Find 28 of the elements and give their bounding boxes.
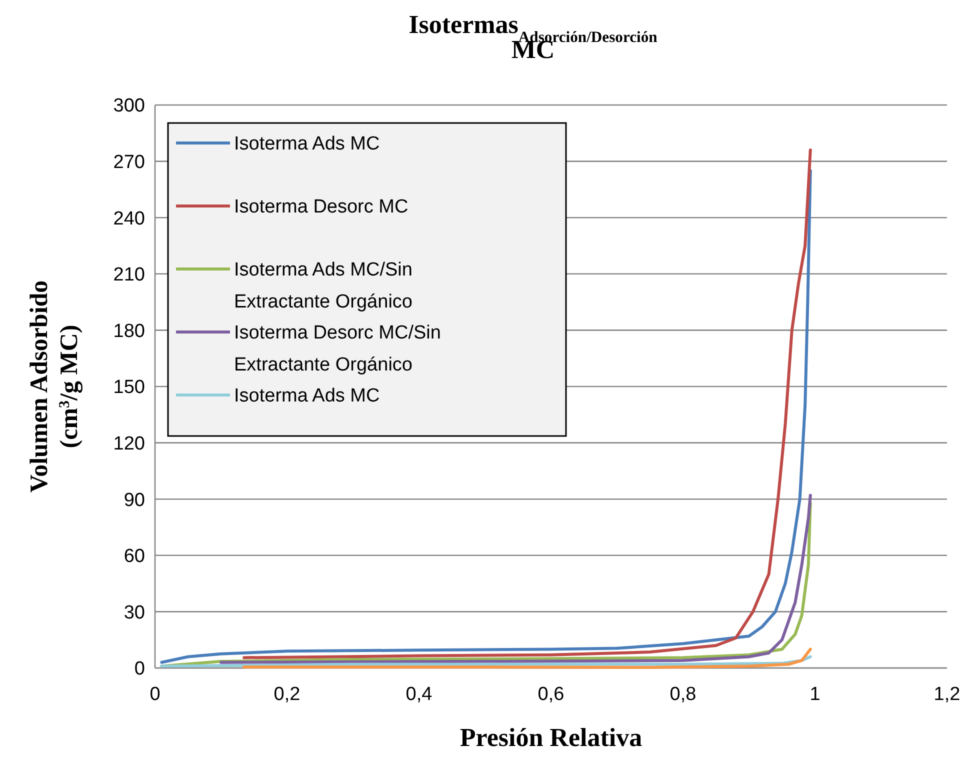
x-tick-label: 1,2 [934,684,960,705]
y-tick-label: 210 [113,264,145,286]
legend-label: Isoterma Ads MC [234,386,380,407]
y-tick-label: 120 [113,433,145,454]
line-series [160,655,812,668]
y-tick-label: 150 [113,377,145,398]
chart-title: Isotermas$_{Adsorción/Desorción}$ MC [408,10,658,64]
x-tick-label: 0,6 [538,684,564,705]
x-tick-label: 1 [810,684,820,705]
legend-label: Isoterma Desorc MC [234,196,408,218]
line-series [242,648,812,669]
y-tick-label: 90 [124,490,145,511]
x-axis-title: Presión Relativa [460,723,642,752]
y-tick-label: 240 [113,208,145,230]
x-tick-label: 0,2 [274,684,300,705]
y-tick-label: 0 [134,658,145,680]
y-tick-label: 30 [124,602,145,624]
y-tick-label: 60 [124,546,145,568]
y-tick-label: 270 [113,152,145,173]
legend-label: Isoterma Ads MC [234,134,380,155]
y-tick-label: 180 [113,320,145,342]
legend-label: Isoterma Ads MC/Sin Extractante Orgánico [234,260,412,313]
x-tick-label: 0,4 [406,684,433,705]
x-tick-label: 0 [150,684,160,705]
line-series [160,169,812,664]
y-tick-label: 300 [113,96,145,117]
legend-label: Isoterma Desorc MC/Sin Extractante Orgánico [234,322,441,376]
x-tick-label: 0,8 [670,684,696,705]
